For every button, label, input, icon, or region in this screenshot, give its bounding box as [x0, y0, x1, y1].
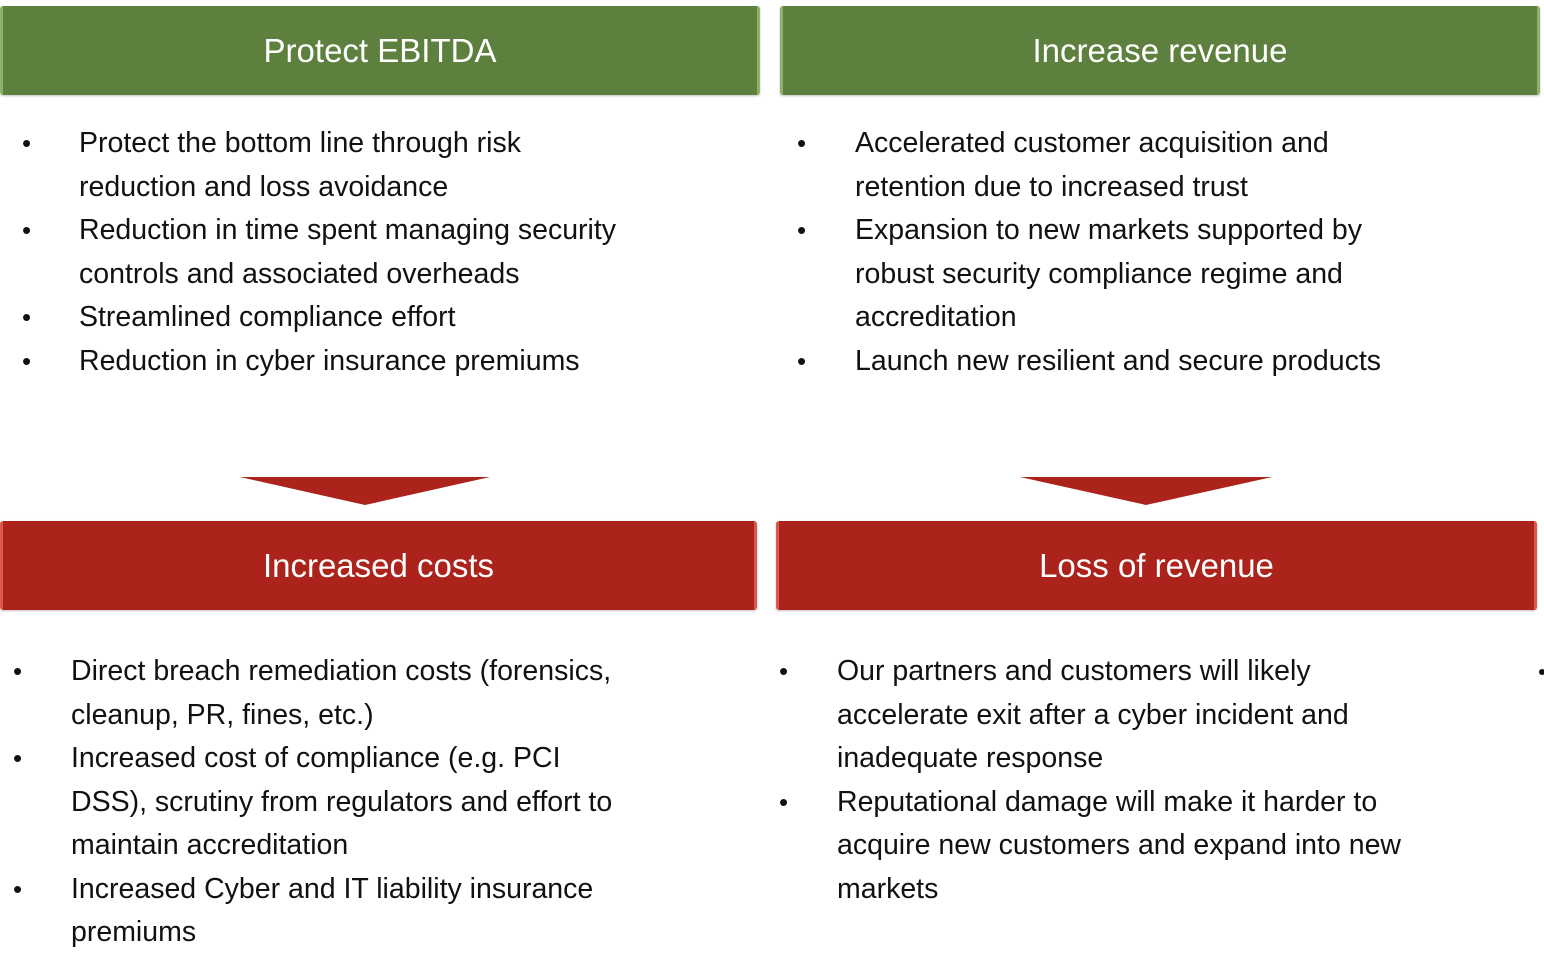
protect-ebitda-list: • Protect the bottom line through risk red… — [22, 122, 617, 384]
partial-bullet — [1539, 669, 1544, 675]
item-text-line: reduction and loss avoidance — [79, 170, 449, 203]
item-text-line: Our partners and customers will likely — [837, 655, 1311, 687]
item-text-line: Increased Cyber and IT liability insuran… — [71, 872, 594, 905]
item-text-line: cleanup, PR, fines, etc.) — [71, 698, 374, 731]
item-text-line: DSS), scrutiny from regulators and effor… — [71, 785, 613, 818]
list-item: • Our partners and customers will likely a… — [779, 650, 1401, 781]
header-title: Increase revenue — [1032, 31, 1288, 69]
increased-costs-list: • Direct breach remediation costs (forens… — [13, 650, 613, 955]
bullet-icon: • — [22, 128, 32, 158]
bullet-icon: • — [797, 128, 807, 158]
loss-of-revenue-header: Loss of revenue — [776, 521, 1537, 610]
item-text-line: markets — [837, 872, 939, 905]
down-arrow-left — [240, 477, 490, 505]
header-title: Loss of revenue — [1039, 546, 1274, 584]
protect-ebitda-header: Protect EBITDA — [0, 6, 760, 95]
list-item: • Direct breach remediation costs (forens… — [13, 650, 612, 737]
item-text-line: maintain accreditation — [71, 829, 349, 861]
list-item: • Protect the bottom line through risk red… — [22, 122, 616, 209]
bullet-icon: • — [797, 345, 807, 376]
list-item: • Streamlined compliance effort — [22, 296, 616, 340]
item-text-line: inadequate response — [837, 742, 1104, 774]
bullet-icon: • — [22, 345, 32, 376]
item-text-line: acquire new customers and expand into ne… — [837, 829, 1402, 861]
header-title: Protect EBITDA — [263, 31, 497, 69]
increased-costs-header: Increased costs — [0, 521, 757, 610]
list-item: • Reputational damage will make it harder… — [779, 781, 1402, 912]
item-text-line: Accelerated customer acquisition and — [855, 127, 1329, 159]
item-text-line: premiums — [71, 916, 197, 948]
bullet-icon: • — [13, 743, 23, 773]
increase-revenue-list: • Accelerated customer acquisition and ret… — [797, 122, 1381, 384]
list-item: • Increased cost of compliance (e.g. PCI D… — [13, 737, 613, 868]
list-item: • Expansion to new markets supported by ro… — [797, 209, 1381, 340]
down-arrow-right — [1020, 477, 1272, 505]
bullet-icon: • — [13, 873, 23, 904]
item-text-line: Reduction in time spent managing securit… — [79, 214, 617, 246]
list-item: • Increased Cyber and IT liability insura… — [13, 868, 612, 955]
increase-revenue-header: Increase revenue — [780, 6, 1540, 95]
list-item: • Reduction in time spent managing securi… — [22, 209, 617, 296]
item-text-line: Protect the bottom line through risk — [79, 127, 521, 159]
item-text-line: controls and associated overheads — [79, 257, 520, 290]
item-text-line: Launch new resilient and secure products — [855, 344, 1381, 377]
loss-of-revenue-list: • Our partners and customers will likely a… — [779, 650, 1402, 912]
item-text-line: retention due to increased trust — [855, 170, 1248, 203]
bullet-icon: • — [13, 656, 23, 686]
header-title: Increased costs — [262, 546, 495, 584]
item-text-line: Expansion to new markets supported by — [855, 214, 1362, 246]
item-text-line: Increased cost of compliance (e.g. PCI — [71, 742, 561, 774]
item-text-line: Reduction in cyber insurance premiums — [79, 344, 580, 377]
bullet-icon: • — [797, 215, 807, 245]
list-item: • Launch new resilient and secure product… — [797, 340, 1381, 384]
bullet-icon: • — [22, 215, 32, 245]
bullet-icon: • — [779, 656, 789, 686]
list-item: • Reduction in cyber insurance premiums — [22, 340, 616, 384]
item-text-line: Streamlined compliance effort — [79, 301, 456, 333]
item-text-line: Reputational damage will make it harder … — [837, 785, 1378, 818]
bullet-icon: • — [22, 302, 32, 332]
item-text-line: accreditation — [855, 301, 1017, 333]
item-text-line: accelerate exit after a cyber incident a… — [837, 698, 1349, 731]
list-item: • Accelerated customer acquisition and ret… — [797, 122, 1381, 209]
item-text-line: Direct breach remediation costs (forensi… — [71, 655, 612, 687]
bullet-icon: • — [779, 786, 789, 817]
item-text-line: robust security compliance regime and — [855, 257, 1343, 290]
